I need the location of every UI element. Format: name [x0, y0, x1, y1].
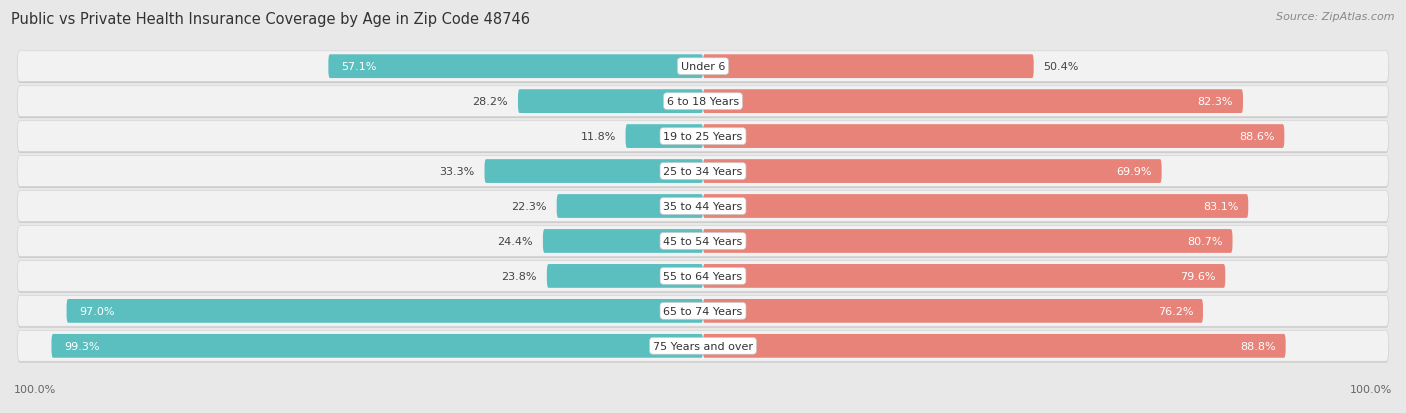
FancyBboxPatch shape — [17, 297, 1389, 328]
Text: 88.8%: 88.8% — [1240, 341, 1275, 351]
FancyBboxPatch shape — [703, 299, 1204, 323]
FancyBboxPatch shape — [626, 125, 703, 149]
FancyBboxPatch shape — [703, 160, 1161, 183]
FancyBboxPatch shape — [52, 334, 703, 358]
Text: 82.3%: 82.3% — [1198, 97, 1233, 107]
Text: 100.0%: 100.0% — [1350, 385, 1392, 394]
FancyBboxPatch shape — [703, 90, 1243, 114]
FancyBboxPatch shape — [17, 296, 1389, 326]
Text: 65 to 74 Years: 65 to 74 Years — [664, 306, 742, 316]
FancyBboxPatch shape — [547, 264, 703, 288]
Text: 11.8%: 11.8% — [581, 132, 616, 142]
Text: 100.0%: 100.0% — [14, 385, 56, 394]
FancyBboxPatch shape — [543, 230, 703, 253]
FancyBboxPatch shape — [66, 299, 703, 323]
FancyBboxPatch shape — [517, 90, 703, 114]
Text: Under 6: Under 6 — [681, 62, 725, 72]
Text: 80.7%: 80.7% — [1187, 236, 1223, 247]
FancyBboxPatch shape — [703, 125, 1284, 149]
FancyBboxPatch shape — [17, 192, 1389, 223]
Text: 28.2%: 28.2% — [472, 97, 508, 107]
FancyBboxPatch shape — [703, 195, 1249, 218]
FancyBboxPatch shape — [17, 332, 1389, 363]
Text: 75 Years and over: 75 Years and over — [652, 341, 754, 351]
Text: 25 to 34 Years: 25 to 34 Years — [664, 166, 742, 177]
Text: 79.6%: 79.6% — [1180, 271, 1215, 281]
Text: 45 to 54 Years: 45 to 54 Years — [664, 236, 742, 247]
Text: 23.8%: 23.8% — [502, 271, 537, 281]
FancyBboxPatch shape — [703, 230, 1233, 253]
FancyBboxPatch shape — [17, 331, 1389, 361]
Text: 83.1%: 83.1% — [1204, 202, 1239, 211]
FancyBboxPatch shape — [17, 261, 1389, 292]
Text: Source: ZipAtlas.com: Source: ZipAtlas.com — [1277, 12, 1395, 22]
FancyBboxPatch shape — [17, 156, 1389, 187]
Text: 57.1%: 57.1% — [342, 62, 377, 72]
Text: Public vs Private Health Insurance Coverage by Age in Zip Code 48746: Public vs Private Health Insurance Cover… — [11, 12, 530, 27]
FancyBboxPatch shape — [17, 123, 1389, 154]
Text: 76.2%: 76.2% — [1157, 306, 1194, 316]
FancyBboxPatch shape — [557, 195, 703, 218]
Text: 19 to 25 Years: 19 to 25 Years — [664, 132, 742, 142]
FancyBboxPatch shape — [17, 53, 1389, 84]
Text: 35 to 44 Years: 35 to 44 Years — [664, 202, 742, 211]
Text: 69.9%: 69.9% — [1116, 166, 1152, 177]
FancyBboxPatch shape — [17, 121, 1389, 152]
FancyBboxPatch shape — [17, 191, 1389, 222]
FancyBboxPatch shape — [17, 52, 1389, 82]
FancyBboxPatch shape — [17, 228, 1389, 258]
Text: 88.6%: 88.6% — [1239, 132, 1274, 142]
Text: 99.3%: 99.3% — [65, 341, 100, 351]
FancyBboxPatch shape — [703, 264, 1225, 288]
FancyBboxPatch shape — [703, 334, 1285, 358]
FancyBboxPatch shape — [17, 262, 1389, 293]
Text: 97.0%: 97.0% — [80, 306, 115, 316]
FancyBboxPatch shape — [17, 158, 1389, 188]
FancyBboxPatch shape — [17, 87, 1389, 117]
FancyBboxPatch shape — [703, 55, 1033, 79]
Text: 55 to 64 Years: 55 to 64 Years — [664, 271, 742, 281]
FancyBboxPatch shape — [17, 226, 1389, 257]
FancyBboxPatch shape — [17, 88, 1389, 119]
Text: 33.3%: 33.3% — [440, 166, 475, 177]
FancyBboxPatch shape — [485, 160, 703, 183]
Text: 50.4%: 50.4% — [1043, 62, 1078, 72]
Text: 22.3%: 22.3% — [512, 202, 547, 211]
FancyBboxPatch shape — [329, 55, 703, 79]
Text: 24.4%: 24.4% — [498, 236, 533, 247]
Text: 6 to 18 Years: 6 to 18 Years — [666, 97, 740, 107]
